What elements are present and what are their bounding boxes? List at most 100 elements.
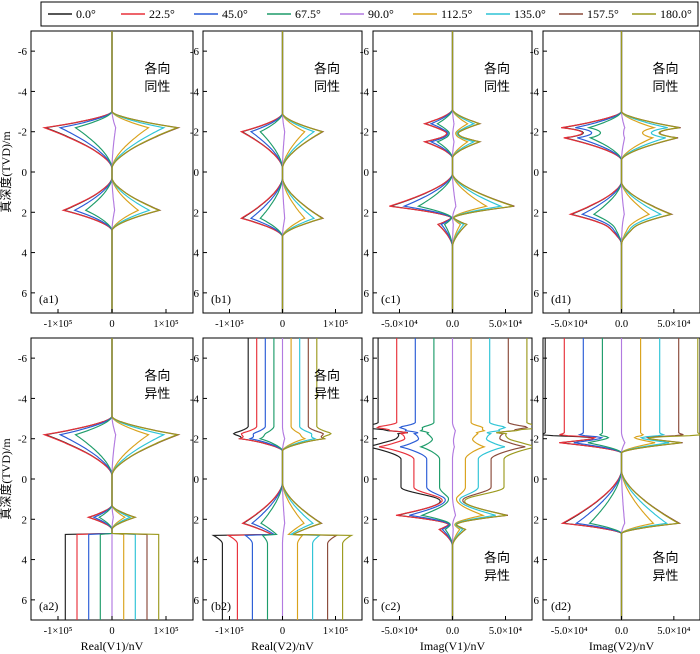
y-tick-label: -4 <box>530 393 540 405</box>
y-tick-label: 6 <box>194 595 200 607</box>
x-tick-label: 0 <box>109 626 114 637</box>
annotation-line: 各向 <box>484 61 510 76</box>
annotation-line: 各向 <box>314 368 340 383</box>
y-tick-label: -4 <box>190 86 200 98</box>
series-line <box>389 31 454 313</box>
curves <box>373 338 532 620</box>
y-tick-label: -2 <box>190 434 199 446</box>
series-line <box>575 31 623 313</box>
legend-box <box>40 1 699 27</box>
x-tick-label: -5.0×10⁴ <box>551 626 588 637</box>
y-tick-label: -6 <box>18 353 28 365</box>
y-tick-label: 6 <box>364 288 370 300</box>
series-line <box>281 338 307 620</box>
series-line <box>559 338 623 620</box>
x-tick-label: 0.0 <box>446 626 459 637</box>
series-line <box>402 31 454 313</box>
annotation-line: 各向 <box>144 61 170 76</box>
legend-entry: 112.5° <box>441 7 473 21</box>
x-tick-label: -1×10⁵ <box>44 319 73 330</box>
x-tick-label: 0 <box>280 626 285 637</box>
annotation-line: 各向 <box>314 61 340 76</box>
y-tick-label: -2 <box>360 127 369 139</box>
y-tick-label: -2 <box>360 434 369 446</box>
x-axis-label: Imag(V1)/nV <box>420 639 486 653</box>
y-tick-label: 6 <box>534 288 540 300</box>
series-line <box>43 338 113 620</box>
annotation-line: 同性 <box>314 79 340 94</box>
series-line <box>259 31 284 313</box>
y-tick-label: 2 <box>194 514 200 526</box>
y-tick-label: 6 <box>364 595 370 607</box>
curves <box>389 31 515 313</box>
panel-label: (b1) <box>211 292 231 306</box>
x-axis-label: Imag(V2)/nV <box>589 639 655 653</box>
series-line <box>419 338 454 620</box>
y-axis-label: 真深度(TVD)/m <box>0 438 13 520</box>
curves <box>543 338 700 620</box>
y-tick-label: -4 <box>18 393 28 405</box>
x-tick-label: 5.0×10⁴ <box>489 626 523 637</box>
x-tick-label: 0 <box>109 319 114 330</box>
annotation-line: 各向 <box>652 61 678 76</box>
y-tick-label: 0 <box>194 167 200 179</box>
series-line <box>573 338 623 620</box>
series-line <box>620 338 700 620</box>
series-line <box>74 31 113 313</box>
x-tick-label: -1×10⁵ <box>215 626 244 637</box>
series-line <box>211 338 284 620</box>
series-line <box>249 31 284 313</box>
y-tick-label: -6 <box>18 46 28 58</box>
series-line <box>111 338 150 620</box>
y-tick-label: 0 <box>534 474 540 486</box>
panel-label: (a1) <box>39 292 58 306</box>
y-tick-label: 2 <box>194 207 200 219</box>
series-line <box>620 31 657 313</box>
y-tick-label: 0 <box>534 167 540 179</box>
series-line <box>390 31 454 313</box>
y-tick-label: -2 <box>530 127 539 139</box>
y-tick-label: 4 <box>22 555 28 567</box>
y-tick-label: 6 <box>22 288 28 300</box>
x-axis-label: Real(V1)/nV <box>81 639 144 653</box>
panel-label: (d2) <box>551 599 571 613</box>
x-tick-label: 1×10⁵ <box>153 626 179 637</box>
x-tick-label: 5.0×10⁴ <box>657 319 691 330</box>
y-tick-label: -4 <box>360 86 370 98</box>
y-tick-label: 4 <box>364 555 370 567</box>
y-tick-label: 4 <box>194 248 200 260</box>
series-line <box>587 338 623 620</box>
series-line <box>111 31 180 313</box>
x-tick-label: -5.0×10⁴ <box>381 319 418 330</box>
series-line <box>561 31 623 313</box>
annotation-line: 各向 <box>144 368 170 383</box>
x-tick-label: -5.0×10⁴ <box>551 319 588 330</box>
y-tick-label: 0 <box>22 167 28 179</box>
series-line <box>239 31 284 313</box>
y-tick-label: 4 <box>534 555 540 567</box>
series-line <box>398 338 454 620</box>
curves <box>211 338 354 620</box>
x-tick-label: 0 <box>280 319 285 330</box>
x-tick-label: 1×10⁵ <box>323 626 349 637</box>
series-line <box>111 338 180 620</box>
legend-entry: 90.0° <box>368 7 394 21</box>
y-tick-label: -2 <box>190 127 199 139</box>
series-line <box>451 31 514 313</box>
series-line <box>243 338 284 620</box>
y-tick-label: 2 <box>534 207 540 219</box>
series-line <box>281 31 306 313</box>
y-tick-label: 0 <box>364 167 370 179</box>
x-tick-label: 1×10⁵ <box>323 319 349 330</box>
series-line <box>43 31 113 313</box>
annotation-line: 同性 <box>652 79 678 94</box>
y-tick-label: -6 <box>190 353 200 365</box>
series-line <box>451 338 486 620</box>
